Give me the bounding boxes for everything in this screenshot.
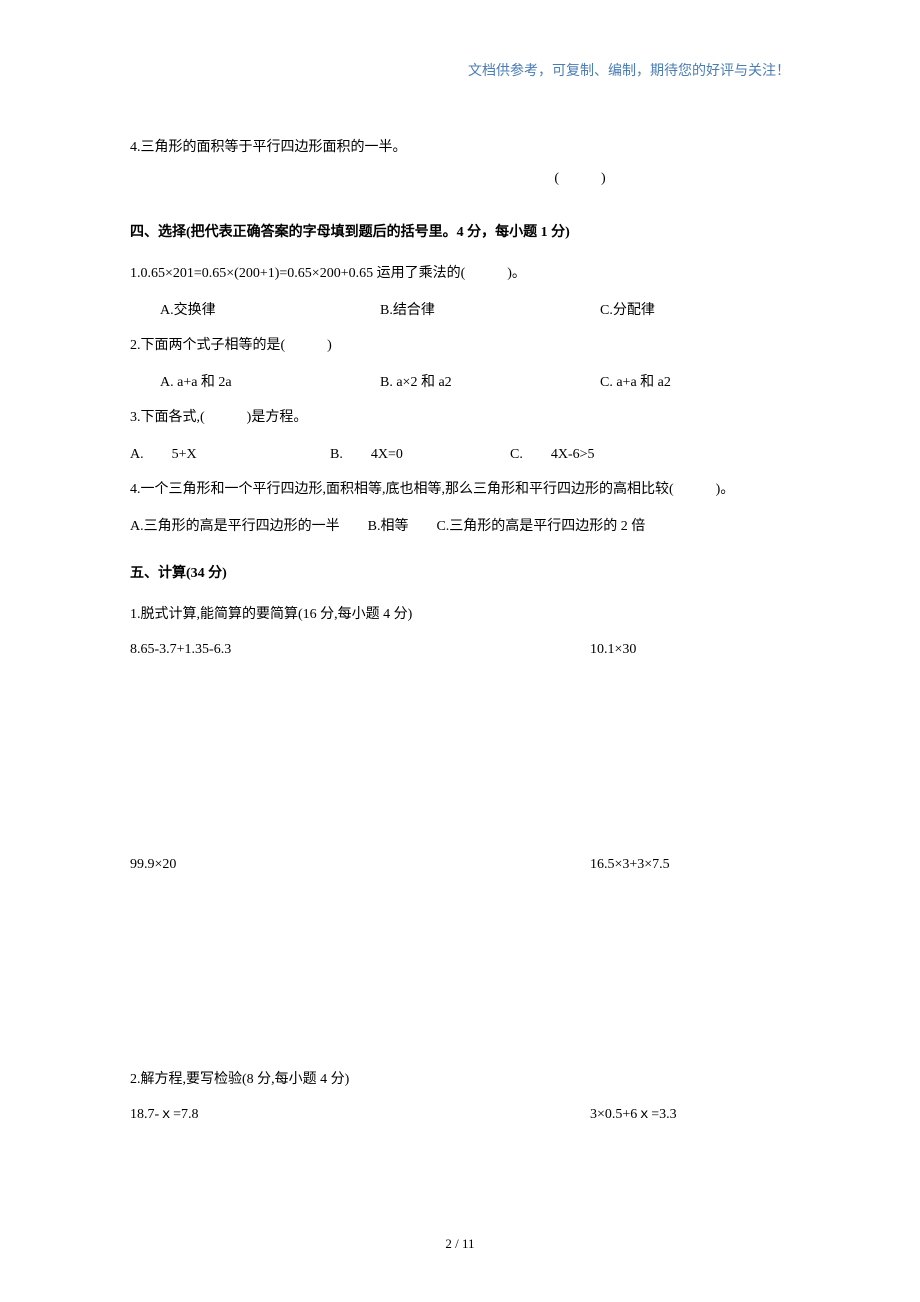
sec3-q4-paren: ( ) <box>130 167 790 187</box>
sec4-q1-options: A.交换律 B.结合律 C.分配律 <box>130 293 790 328</box>
sec5-p1-r1-right: 10.1×30 <box>590 632 790 667</box>
sec5-p2-r1-left: 18.7-ｘ=7.8 <box>130 1097 590 1132</box>
sec5-p2-row1: 18.7-ｘ=7.8 3×0.5+6ｘ=3.3 <box>130 1097 790 1132</box>
sec4-q3-opt-b: B. 4X=0 <box>330 437 510 472</box>
page-number: 2 / 11 <box>0 1236 920 1252</box>
sec4-q2-opt-a: A. a+a 和 2a <box>160 365 380 400</box>
sec4-q2-text: 2.下面两个式子相等的是( ) <box>130 328 790 363</box>
sec5-p1-r2-left: 99.9×20 <box>130 847 590 882</box>
sec5-p1-row1: 8.65-3.7+1.35-6.3 10.1×30 <box>130 632 790 667</box>
section5-title: 五、计算(34 分) <box>130 556 790 591</box>
sec4-q3-options: A. 5+X B. 4X=0 C. 4X-6>5 <box>130 437 790 472</box>
sec5-p1-r2-right: 16.5×3+3×7.5 <box>590 847 790 882</box>
sec5-p2-r1-right: 3×0.5+6ｘ=3.3 <box>590 1097 790 1132</box>
sec4-q3-text: 3.下面各式,( )是方程。 <box>130 400 790 435</box>
sec4-q4-options: A.三角形的高是平行四边形的一半 B.相等 C.三角形的高是平行四边形的 2 倍 <box>130 509 790 544</box>
sec4-q2-opt-b: B. a×2 和 a2 <box>380 365 600 400</box>
sec5-p1-r1-left: 8.65-3.7+1.35-6.3 <box>130 632 590 667</box>
sec4-q1-opt-a: A.交换律 <box>160 293 380 328</box>
sec4-q4-text: 4.一个三角形和一个平行四边形,面积相等,底也相等,那么三角形和平行四边形的高相… <box>130 472 790 507</box>
sec4-q3-opt-a: A. 5+X <box>130 437 330 472</box>
sec4-q1-opt-c: C.分配律 <box>600 293 790 328</box>
sec4-q1-text: 1.0.65×201=0.65×(200+1)=0.65×200+0.65 运用… <box>130 256 790 291</box>
section4-title: 四、选择(把代表正确答案的字母填到题后的括号里。4 分，每小题 1 分) <box>130 215 790 250</box>
sec5-p1-row2: 99.9×20 16.5×3+3×7.5 <box>130 847 790 882</box>
sec4-q3-opt-c: C. 4X-6>5 <box>510 437 790 472</box>
sec4-q1-opt-b: B.结合律 <box>380 293 600 328</box>
sec5-p2-heading: 2.解方程,要写检验(8 分,每小题 4 分) <box>130 1062 790 1097</box>
sec5-p1-heading: 1.脱式计算,能简算的要简算(16 分,每小题 4 分) <box>130 597 790 632</box>
header-note: 文档供参考，可复制、编制，期待您的好评与关注！ <box>130 60 790 80</box>
sec4-q2-opt-c: C. a+a 和 a2 <box>600 365 790 400</box>
sec3-q4-text: 4.三角形的面积等于平行四边形面积的一半。 <box>130 130 790 165</box>
sec4-q2-options: A. a+a 和 2a B. a×2 和 a2 C. a+a 和 a2 <box>130 365 790 400</box>
